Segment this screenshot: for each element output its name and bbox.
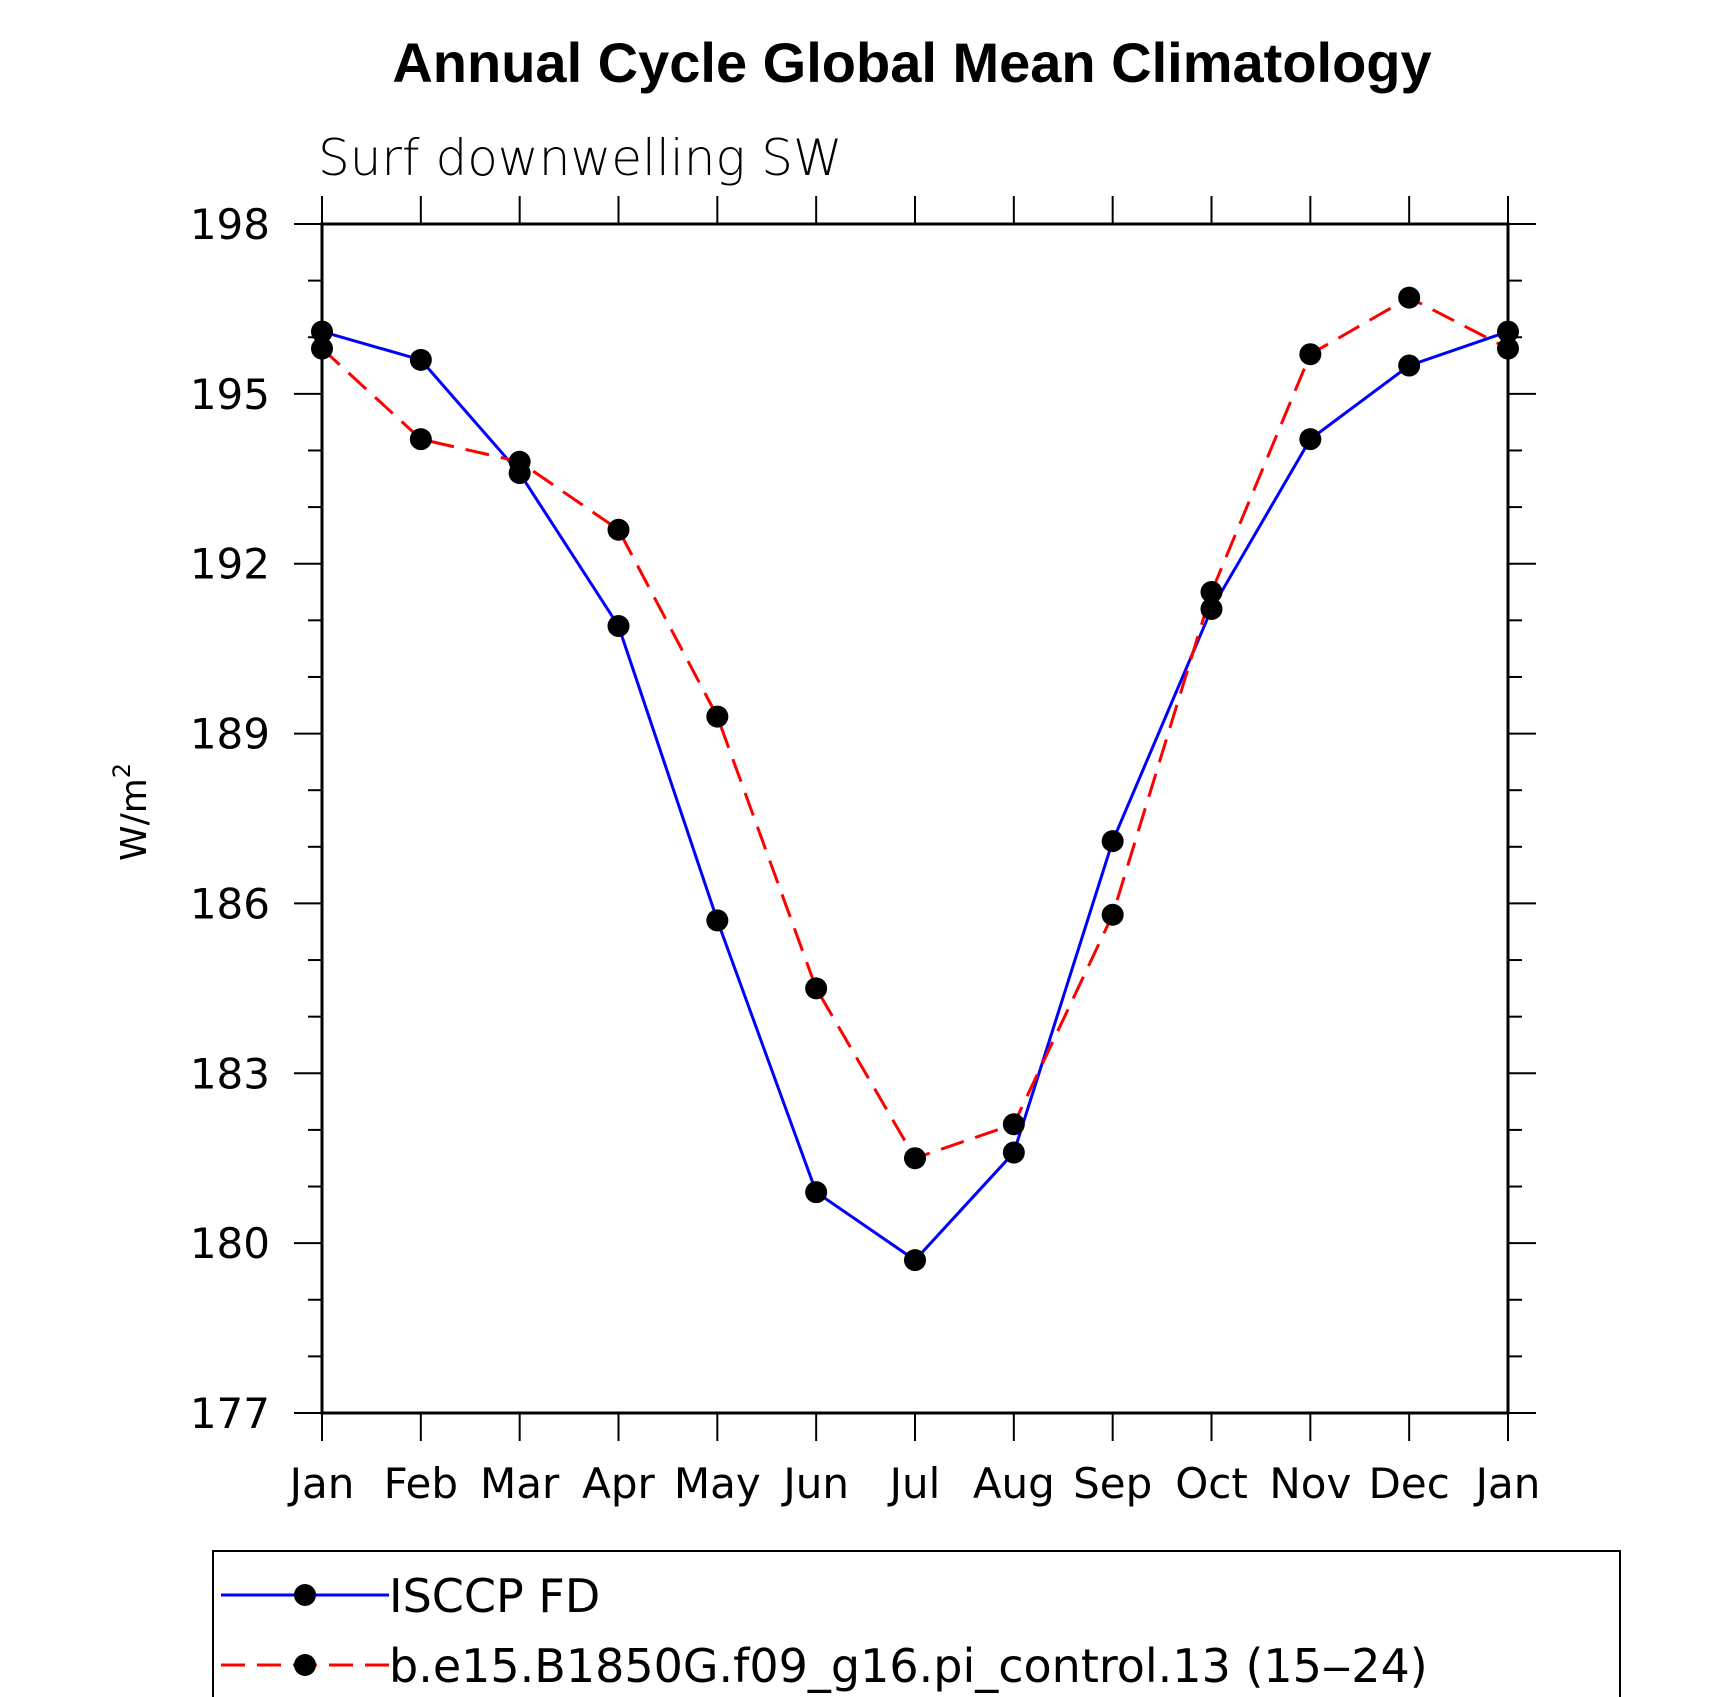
axes: 177 180 183 186 189 192 195 198 Jan Feb Mar Apr May J… (190, 196, 1541, 1508)
series-0-point (706, 909, 729, 932)
series-0-point (1101, 830, 1124, 853)
series-0-point (1299, 428, 1322, 451)
x-tick-label: Aug (973, 1459, 1055, 1508)
series-1-point (508, 450, 531, 473)
series-line-1 (320, 295, 1509, 1161)
series-line-0 (321, 330, 1509, 1263)
x-tick-label: Nov (1269, 1459, 1351, 1508)
series-0-point (1200, 598, 1223, 621)
series-1-point (904, 1147, 926, 1170)
x-tick-label: Jan (1473, 1459, 1541, 1508)
x-tick-label: Feb (384, 1459, 458, 1508)
chart-subtitle: Surf downwelling SW (318, 129, 843, 187)
series-1-point (1299, 343, 1322, 366)
y-tick-label: 198 (190, 200, 270, 249)
x-tick-label: Apr (582, 1459, 655, 1508)
series-1-point (1200, 581, 1223, 604)
series-1-point (706, 705, 729, 728)
series-0-point (1398, 354, 1421, 377)
legend: ISCCP FD b.e15.B1850G.f09_g16.pi_control… (212, 1550, 1621, 1697)
plot-frame (320, 222, 1510, 1415)
y-tick-label: 177 (190, 1389, 270, 1438)
data-series (311, 286, 1519, 1272)
series-0-point (409, 348, 432, 371)
series-1-point (409, 428, 432, 451)
series-0-point (1002, 1141, 1025, 1164)
legend-box (212, 1550, 1621, 1697)
y-tick-label: 195 (190, 370, 270, 419)
series-0-point (607, 614, 630, 637)
x-tick-label: Jan (287, 1459, 355, 1508)
series-1-point (1398, 286, 1421, 309)
x-tick-label: Sep (1073, 1459, 1152, 1508)
chart-title: Annual Cycle Global Mean Climatology (392, 31, 1431, 94)
y-tick-label: 180 (190, 1219, 270, 1268)
series-1-point (1002, 1113, 1025, 1136)
legend-label-isccp: ISCCP FD (389, 1569, 600, 1623)
series-1-point (1101, 903, 1124, 926)
legend-marker-isccp (294, 1584, 316, 1606)
x-tick-label: May (674, 1459, 761, 1508)
series-0-point (904, 1249, 926, 1272)
x-tick-label: Jul (887, 1459, 941, 1508)
series-1-point (607, 518, 630, 541)
y-tick-label: 183 (190, 1049, 270, 1098)
x-tick-label: Jun (780, 1459, 849, 1508)
x-tick-label: Dec (1369, 1459, 1450, 1508)
series-0-point (805, 1181, 828, 1204)
x-tick-label: Oct (1175, 1459, 1248, 1508)
x-tick-label: Mar (480, 1459, 560, 1508)
series-1-point (805, 977, 828, 1000)
y-tick-label: 192 (190, 540, 270, 589)
y-axis-label-exponent: 2 (108, 763, 136, 778)
legend-marker-model (294, 1654, 316, 1676)
y-tick-label: 189 (190, 710, 270, 759)
y-tick-label: 186 (190, 879, 270, 928)
legend-label-model: b.e15.B1850G.f09_g16.pi_control.13 (15‒2… (389, 1639, 1428, 1693)
y-axis-label: W/m2 (108, 763, 155, 861)
y-axis-label-unit: W/m (114, 778, 155, 861)
